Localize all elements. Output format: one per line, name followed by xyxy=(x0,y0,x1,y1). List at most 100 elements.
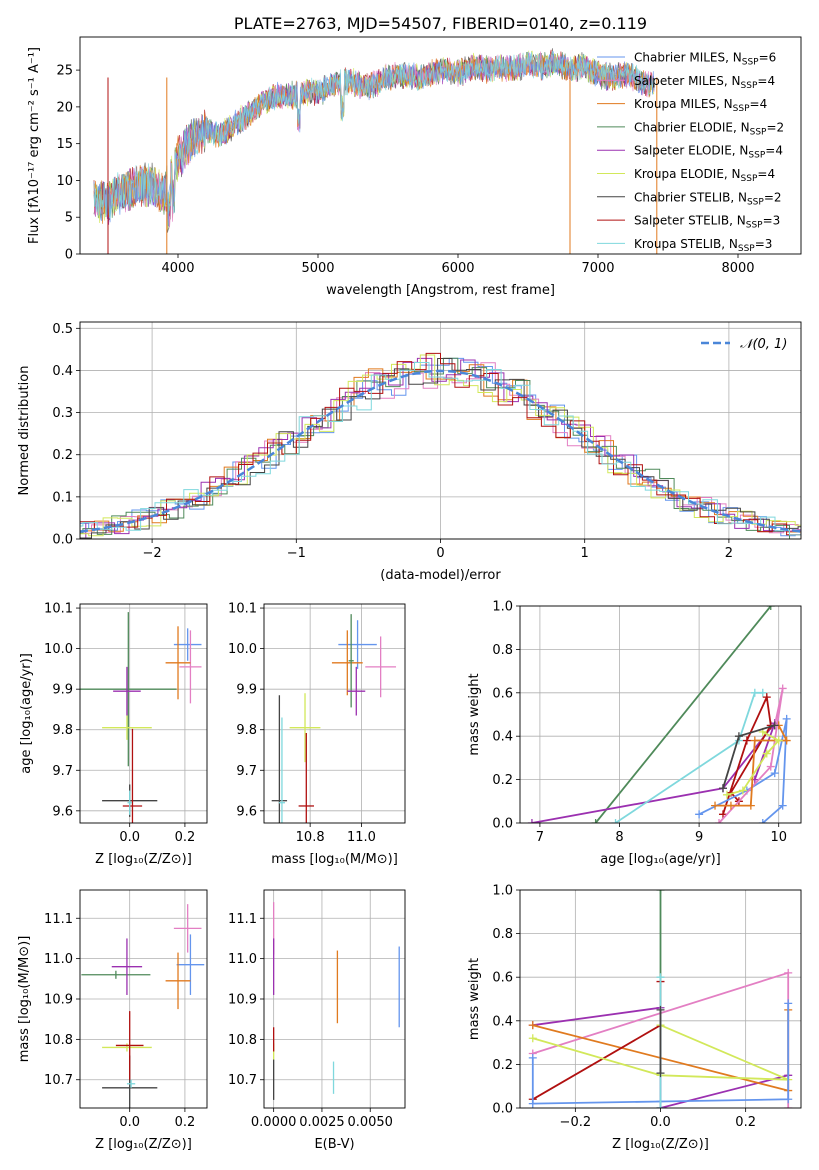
series-marker-chabrier_miles xyxy=(695,810,704,819)
series-marker-salpeter_elodie xyxy=(527,819,536,823)
histogram-chabrier_stelib xyxy=(80,358,801,539)
x-axis-label: Z [log₁₀(Z/Z⊙)] xyxy=(95,1137,192,1152)
series-marker-kroupa_stelib xyxy=(611,819,620,823)
x-tick-label: −1 xyxy=(287,546,306,561)
y-tick-label: 0.4 xyxy=(492,730,513,745)
y-tick-label: 0.2 xyxy=(492,773,513,788)
legend-entry-salpeter_elodie: Salpeter ELODIE, NSSP=4 xyxy=(634,144,783,161)
y-tick-label: 11.1 xyxy=(228,912,257,927)
y-tick-label: 0.5 xyxy=(52,322,73,337)
series-marker-salpeter_miles xyxy=(715,819,724,823)
gaussian-curve xyxy=(80,369,801,533)
series-marker-kroupa_stelib xyxy=(656,973,665,982)
y-tick-label: 9.6 xyxy=(236,804,257,819)
x-tick-label: 4000 xyxy=(161,261,194,276)
series-line-salpeter_elodie xyxy=(531,722,776,823)
y-tick-label: 0.0 xyxy=(492,1102,513,1117)
series-marker-chabrier_elodie xyxy=(656,890,665,894)
series-marker-kroupa_miles xyxy=(746,801,755,810)
y-tick-label: 10.8 xyxy=(44,1033,73,1048)
x-tick-label: 10.8 xyxy=(296,830,325,845)
y-tick-label: 9.7 xyxy=(52,764,73,779)
panel-age-vs-mass: 10.8 11.0 9.6 9.7 9.8 9.9 10.0 10.1 mass [log₁₀(… xyxy=(228,602,406,867)
y-tick-label: 20 xyxy=(56,100,73,115)
legend: Chabrier MILES, NSSP=6 Salpeter MILES, NS… xyxy=(597,51,784,254)
x-tick-label: 0.0 xyxy=(650,1115,671,1130)
axes-frame xyxy=(263,889,406,1109)
y-tick-label: 15 xyxy=(56,137,73,152)
y-tick-label: 9.7 xyxy=(236,764,257,779)
y-tick-label: 9.9 xyxy=(236,683,257,698)
x-tick-label: 0.2 xyxy=(175,830,196,845)
plot-area xyxy=(80,612,202,823)
x-tick-label: −0.2 xyxy=(560,1115,592,1130)
x-axis-label: age [log₁₀(age/yr)] xyxy=(600,852,721,867)
plot-area xyxy=(271,614,397,823)
x-tick-label: 0.0 xyxy=(119,1115,140,1130)
histogram-salpeter_elodie xyxy=(80,357,801,539)
y-axis-label: Flux [fλ10⁻¹⁷ erg cm⁻² s⁻¹ A⁻¹] xyxy=(27,47,42,244)
x-axis-label: Z [log₁₀(Z/Z⊙)] xyxy=(95,852,192,867)
y-axis-label: mass weight xyxy=(467,673,482,755)
series-marker-salpeter_stelib xyxy=(718,810,727,819)
panel-spectrum: 4000 5000 6000 7000 8000 0 5 10 15 20 25 PLATE=2763… xyxy=(27,14,802,298)
histogram-chabrier_miles xyxy=(80,357,801,537)
x-axis-label: wavelength [Angstrom, rest frame] xyxy=(326,283,555,298)
x-axis-label: E(B-V) xyxy=(314,1137,354,1152)
series-marker-chabrier_elodie xyxy=(591,819,600,823)
plot-area xyxy=(528,890,793,1108)
x-tick-label: 8000 xyxy=(721,261,754,276)
chart-title: PLATE=2763, MJD=54507, FIBERID=0140, z=0… xyxy=(234,14,647,33)
y-tick-label: 0 xyxy=(65,248,73,263)
series-marker-salpeter_miles xyxy=(766,762,775,771)
y-tick-label: 10.1 xyxy=(44,602,73,617)
y-tick-label: 0.2 xyxy=(52,448,73,463)
y-tick-label: 0.1 xyxy=(52,490,73,505)
series-marker-chabrier_elodie xyxy=(766,606,775,610)
y-tick-label: 0.4 xyxy=(492,1014,513,1029)
series-marker-kroupa_elodie xyxy=(774,736,783,745)
axes-frame xyxy=(79,36,802,255)
series-marker-chabrier_miles xyxy=(528,1053,537,1062)
series-marker-salpeter_miles xyxy=(784,968,793,977)
y-tick-label: 10.7 xyxy=(228,1073,257,1088)
x-tick-label: 7000 xyxy=(581,261,614,276)
legend-entry-chabrier_stelib: Chabrier STELIB, NSSP=2 xyxy=(634,190,782,207)
series-marker-chabrier_miles xyxy=(528,1099,537,1108)
y-tick-label: 10.7 xyxy=(44,1073,73,1088)
axes-frame xyxy=(79,889,208,1109)
plot-area xyxy=(81,904,205,1108)
series-marker-chabrier_stelib xyxy=(718,784,727,793)
y-tick-label: 0.0 xyxy=(492,817,513,832)
axes-frame xyxy=(263,603,406,824)
x-tick-label: 8 xyxy=(615,830,623,845)
histogram-kroupa_stelib xyxy=(80,362,801,536)
series-marker-chabrier_miles xyxy=(782,714,791,723)
series-marker-salpeter_miles xyxy=(784,1104,793,1108)
y-tick-label: 25 xyxy=(56,64,73,79)
series-line-chabrier_miles xyxy=(698,718,788,823)
y-axis-label: age [log₁₀(age/yr)] xyxy=(19,653,34,774)
y-tick-label: 9.6 xyxy=(52,804,73,819)
y-axis-label: Normed distribution xyxy=(17,366,32,496)
y-tick-label: 0.3 xyxy=(52,406,73,421)
x-tick-label: 0.2 xyxy=(735,1115,756,1130)
x-tick-label: 2 xyxy=(725,546,733,561)
legend-entry-gaussian: 𝒩(0, 1) xyxy=(740,337,787,352)
y-tick-label: 10.0 xyxy=(228,642,257,657)
series-line-salpeter_miles xyxy=(718,688,784,823)
series-marker-salpeter_miles xyxy=(778,684,787,693)
legend-entry-salpeter_stelib: Salpeter STELIB, NSSP=3 xyxy=(634,214,780,231)
y-tick-label: 10.9 xyxy=(228,993,257,1008)
series-marker-kroupa_elodie xyxy=(722,790,731,799)
series-marker-kroupa_miles xyxy=(528,1021,537,1030)
series-marker-kroupa_miles xyxy=(750,736,759,745)
series-marker-kroupa_stelib xyxy=(656,1104,665,1108)
series-marker-salpeter_stelib xyxy=(742,736,751,745)
series-marker-chabrier_miles xyxy=(758,819,767,823)
axes-frame xyxy=(79,603,208,824)
y-tick-label: 1.0 xyxy=(492,884,513,899)
legend-entry-kroupa_miles: Kroupa MILES, NSSP=4 xyxy=(634,97,767,114)
x-tick-label: 9 xyxy=(695,830,703,845)
series-marker-chabrier_stelib xyxy=(656,1069,665,1078)
